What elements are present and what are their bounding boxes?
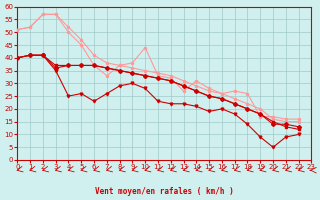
X-axis label: Vent moyen/en rafales ( km/h ): Vent moyen/en rafales ( km/h ) bbox=[95, 187, 234, 196]
